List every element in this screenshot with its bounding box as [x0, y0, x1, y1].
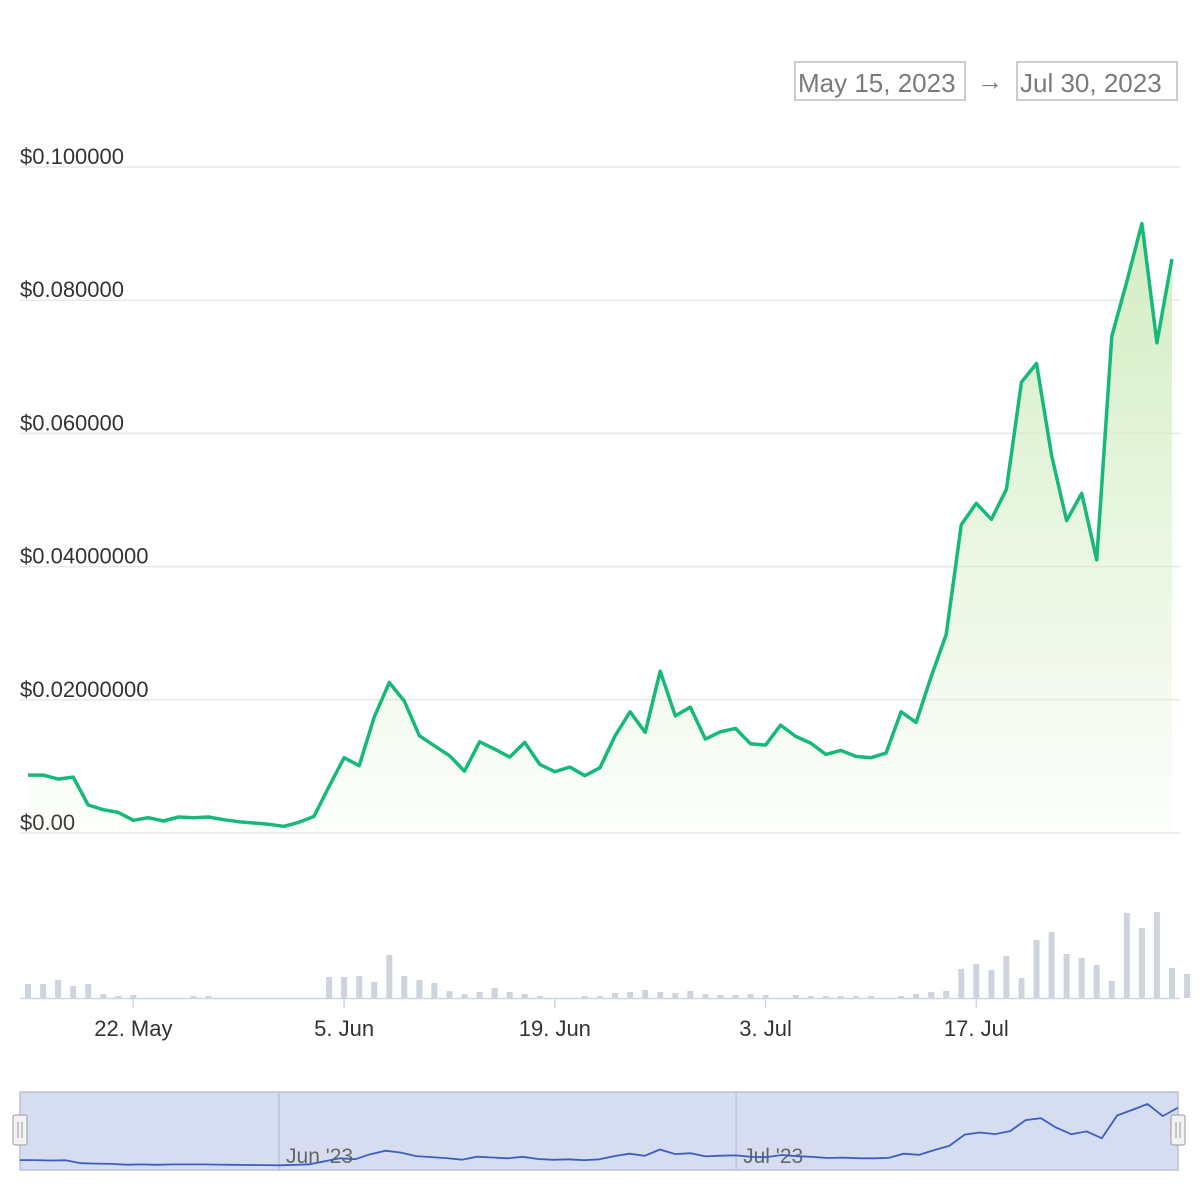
volume-bar: [792, 995, 799, 998]
volume-bar: [581, 996, 588, 998]
volume-bar: [1153, 912, 1160, 998]
volume-bar: [867, 996, 874, 998]
y-axis-labels: $0.00$0.02000000$0.04000000$0.060000$0.0…: [20, 144, 148, 835]
volume-bar: [988, 970, 995, 998]
navigator[interactable]: Jun '23 Jul '23: [12, 1091, 1186, 1171]
range-start-input[interactable]: May 15, 2023: [794, 61, 966, 101]
volume-bar: [1033, 940, 1040, 998]
x-tick-label: 17. Jul: [944, 1016, 1009, 1041]
volume-bar: [25, 984, 31, 998]
volume-bar: [326, 977, 333, 998]
volume-bar: [476, 992, 483, 998]
navigator-label: Jun '23: [286, 1145, 353, 1168]
volume-bar: [461, 994, 468, 998]
handle-grip[interactable]: [12, 1114, 28, 1146]
volume-bar: [190, 996, 197, 998]
volume-bar: [431, 983, 438, 998]
x-tick-label: 19. Jun: [519, 1016, 591, 1041]
volume-bar: [416, 980, 423, 998]
price-line: [28, 221, 1174, 829]
range-end-input[interactable]: Jul 30, 2023: [1016, 61, 1178, 101]
volume-bar: [898, 996, 905, 998]
price-area: [28, 223, 1172, 834]
volume-bar: [762, 995, 769, 998]
volume-bar: [657, 992, 664, 998]
volume-bar: [807, 996, 814, 998]
navigator-selection[interactable]: [19, 1091, 1179, 1171]
volume-bar: [1108, 981, 1115, 998]
y-tick-label: $0.04000000: [20, 544, 148, 569]
volume-bar: [747, 994, 754, 998]
volume-bar: [822, 996, 829, 998]
volume-bar: [371, 982, 378, 998]
y-tick-label: $0.060000: [20, 410, 124, 435]
navigator-handle-right[interactable]: [1170, 1114, 1186, 1146]
volume-bar: [491, 988, 498, 998]
volume-bar: [943, 991, 950, 998]
volume-bar: [1138, 928, 1145, 998]
volume-bar: [612, 993, 619, 998]
volume-bar: [928, 992, 935, 998]
volume-bar: [506, 992, 513, 998]
volume-bars: [25, 912, 1191, 998]
volume-bar: [837, 996, 844, 998]
volume-bar: [913, 994, 920, 998]
volume-bar: [702, 994, 709, 998]
navigator-series: [20, 1102, 1179, 1167]
volume-bar: [717, 995, 724, 998]
volume-bar: [627, 992, 634, 998]
x-tick-label: 3. Jul: [739, 1016, 792, 1041]
volume-bar: [401, 976, 408, 998]
volume-bar: [852, 996, 859, 998]
volume-bar: [1048, 932, 1055, 998]
volume-bar: [70, 986, 77, 998]
volume-bar: [1123, 913, 1130, 998]
y-tick-label: $0.080000: [20, 277, 124, 302]
volume-bar: [687, 991, 694, 998]
volume-bar: [521, 994, 528, 998]
volume-bar: [130, 995, 137, 998]
volume-bar: [1003, 956, 1010, 998]
volume-bar: [1078, 958, 1085, 998]
navigator-handle-left[interactable]: [12, 1114, 28, 1146]
volume-bar: [672, 993, 679, 998]
x-axis-labels: 22. May 5. Jun 19. Jun 3. Jul 17. Jul: [94, 998, 1009, 1041]
x-tick-label: 5. Jun: [314, 1016, 374, 1041]
volume-bar: [205, 996, 212, 998]
handle-grip[interactable]: [1170, 1114, 1186, 1146]
range-arrow: →: [977, 66, 1003, 96]
volume-bar: [1169, 968, 1175, 998]
volume-bar: [85, 984, 92, 998]
x-tick-label: 22. May: [94, 1016, 172, 1041]
volume-bar: [536, 996, 543, 998]
volume-bar: [55, 980, 62, 998]
volume-bar: [1184, 974, 1191, 998]
volume-bar: [642, 990, 649, 998]
volume-bar: [1018, 978, 1025, 998]
volume-bar: [115, 996, 122, 998]
volume-bar: [446, 991, 453, 998]
volume-bar: [732, 995, 739, 998]
volume-bar: [1093, 965, 1100, 998]
volume-bar: [973, 964, 980, 998]
volume-bar: [1063, 954, 1070, 998]
volume-bar: [100, 994, 107, 998]
volume-bar: [341, 977, 348, 998]
volume-bar: [386, 955, 393, 998]
volume-bar: [958, 969, 965, 998]
volume-bar: [597, 996, 603, 998]
y-tick-label: $0.100000: [20, 144, 124, 169]
volume-bar: [356, 976, 363, 998]
volume-bar: [40, 984, 47, 998]
y-tick-label: $0.02000000: [20, 677, 148, 702]
